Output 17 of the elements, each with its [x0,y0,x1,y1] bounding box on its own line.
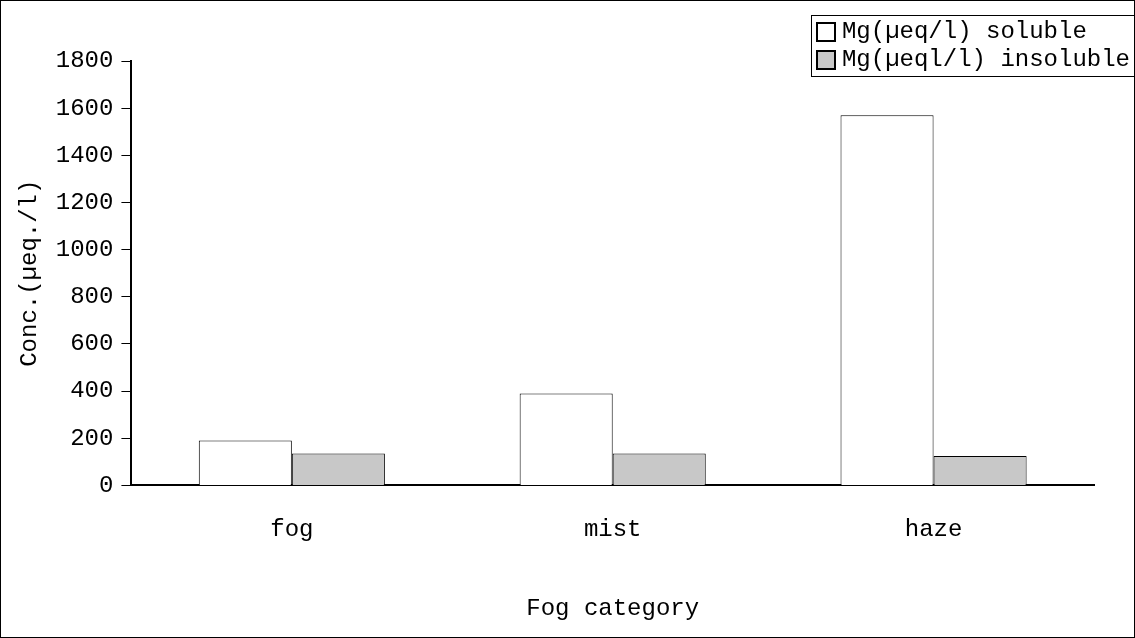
y-tick-label: 1000 [55,235,114,263]
y-tick-label: 1600 [55,94,114,122]
y-tick-label: 600 [70,330,114,358]
y-tick-label: 1400 [55,141,114,169]
y-tick-label: 800 [70,283,114,311]
y-tick-label: 1800 [55,47,114,75]
x-axis-title: Fog category [526,594,700,622]
text: Mg(µeq/l) soluble [841,18,1087,46]
legend-label: Mg(µeql/l) insoluble [841,46,1130,74]
y-axis-title: Conc.(µeq./l) [15,179,43,367]
x-tick-label: haze [904,516,963,544]
y-tick-label: 400 [70,377,114,405]
y-tick-label: 200 [70,424,114,452]
y-tick-label: 0 [99,471,114,499]
y-tick-label: 1200 [55,188,114,216]
x-tick-label: mist [583,516,642,544]
x-tick-label: fog [270,516,314,544]
